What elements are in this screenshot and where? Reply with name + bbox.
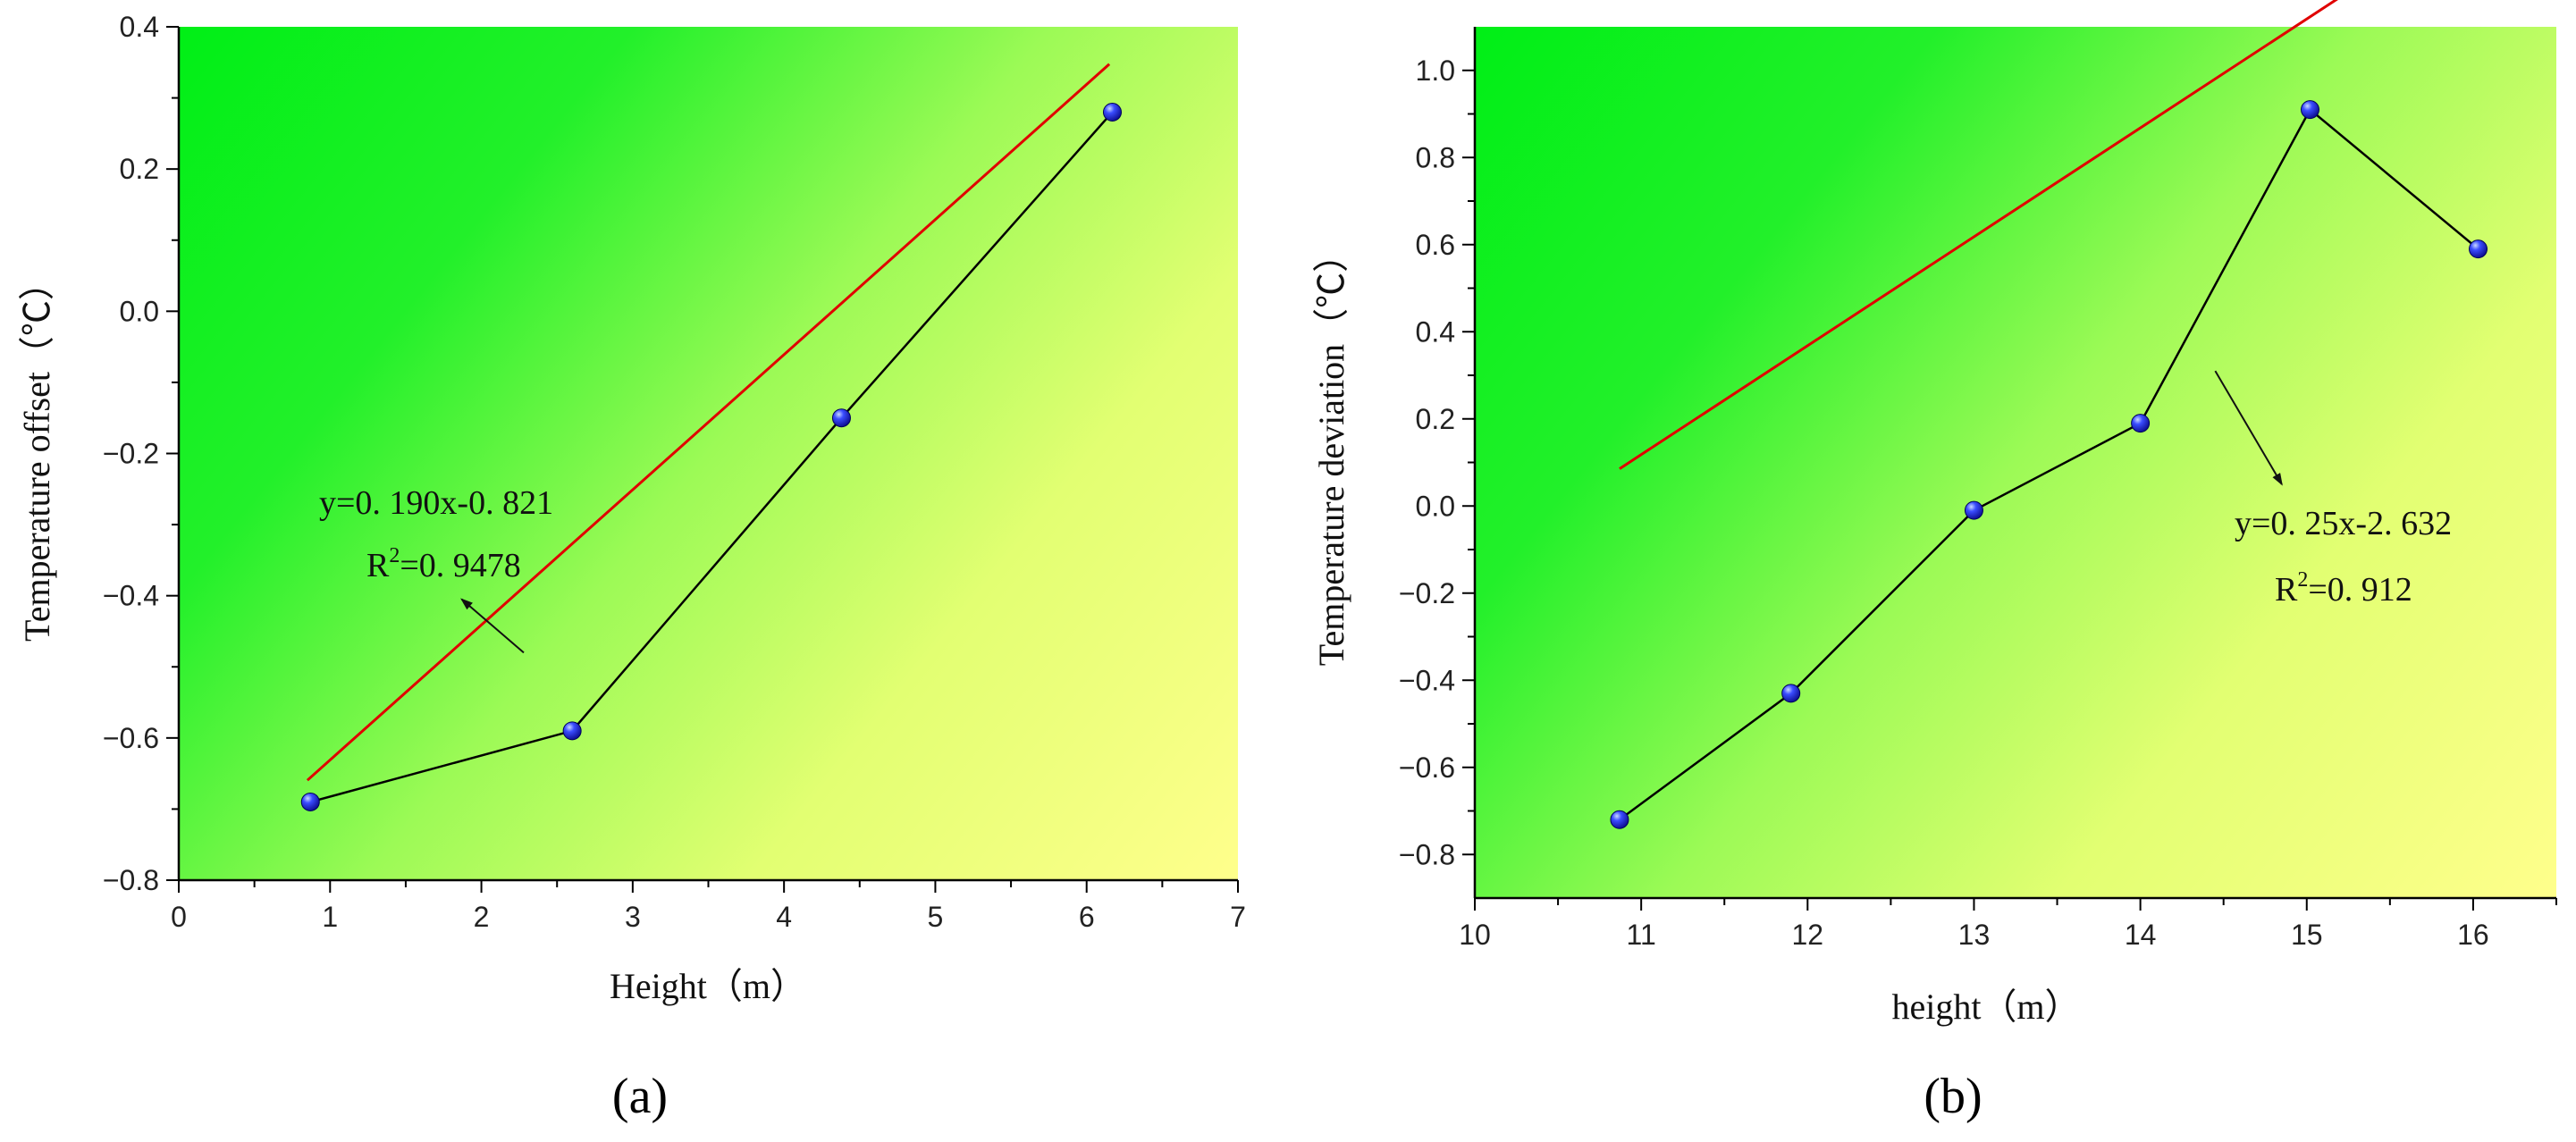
- x-tick-label: 3: [625, 901, 641, 933]
- series-line: [309, 111, 1114, 803]
- chart-panel-b: 10 11 12 13 14 15 16 −0.8 −0.6 −0.4 −0.2 0.0 0.2 0.4 0…: [1311, 0, 2557, 1124]
- r-squared-label: R2=0. 912: [2275, 568, 2412, 609]
- chart-panel-a: 0 1 2 3 4 5 6 7 −0.8 −0.6 −0.4 −0.2 0.0 0.2 0.4 y=0. 1…: [17, 11, 1246, 1124]
- data-point: [1102, 103, 1122, 122]
- data-points: [1610, 100, 2488, 829]
- x-tick-label: 14: [2125, 919, 2157, 951]
- x-tick-label: 0: [171, 901, 187, 933]
- fit-line: [306, 63, 1111, 782]
- r2-superscript: 2: [2297, 568, 2308, 592]
- x-axis-title: Height（m）: [610, 966, 806, 1006]
- y-tick-label: 0.4: [120, 11, 159, 43]
- y-tick-label: 0.8: [1416, 141, 1455, 173]
- r2-superscript: 2: [389, 544, 400, 567]
- data-points: [300, 103, 1122, 811]
- y-tick-label: 0.2: [120, 153, 159, 185]
- r2-value: =0. 912: [2308, 571, 2412, 609]
- x-tick-label: 12: [1792, 919, 1824, 951]
- x-tick-label: 15: [2291, 919, 2323, 951]
- x-tick-label: 11: [1627, 919, 1656, 951]
- y-tick-label: 0.4: [1416, 315, 1455, 348]
- data-point: [1964, 500, 1983, 520]
- x-tick-label: 7: [1230, 901, 1246, 933]
- x-tick-label: 6: [1079, 901, 1095, 933]
- data-point: [2469, 239, 2488, 259]
- y-tick-label: 0.2: [1416, 403, 1455, 435]
- axis-ticks: [1462, 69, 2557, 911]
- r2-value: =0. 9478: [400, 547, 520, 584]
- annotation-arrow: [2214, 370, 2283, 486]
- r-squared-label: R2=0. 9478: [366, 544, 521, 584]
- y-axis-title: Temperature deviation（℃）: [1311, 237, 1351, 666]
- y-tick-label: 1.0: [1416, 55, 1455, 87]
- y-tick-label: −0.8: [103, 864, 159, 896]
- axis-tick-labels: 0 1 2 3 4 5 6 7 −0.8 −0.6 −0.4 −0.2 0.0 0.2 0.4: [103, 11, 1246, 933]
- y-tick-label: −0.2: [1399, 577, 1455, 609]
- panel-label: (b): [1924, 1069, 1982, 1124]
- r2-prefix: R: [366, 547, 390, 584]
- annotation-arrow: [460, 598, 525, 654]
- y-tick-label: −0.6: [1399, 752, 1455, 784]
- x-tick-label: 2: [474, 901, 490, 933]
- series-line: [1619, 107, 2479, 821]
- y-tick-label: −0.8: [1399, 838, 1455, 870]
- r2-prefix: R: [2275, 571, 2298, 609]
- y-tick-label: −0.2: [103, 438, 159, 470]
- data-point: [1781, 684, 1801, 703]
- y-tick-label: 0.6: [1416, 229, 1455, 261]
- data-point: [831, 408, 851, 428]
- panel-label: (a): [612, 1069, 668, 1124]
- x-tick-label: 4: [776, 901, 792, 933]
- data-point: [2300, 100, 2319, 120]
- y-tick-label: −0.4: [1399, 664, 1455, 696]
- plot-background: [1475, 27, 2556, 898]
- x-tick-label: 10: [1459, 919, 1491, 951]
- equation-label: y=0. 25x-2. 632: [2235, 505, 2452, 542]
- axis-tick-labels: 10 11 12 13 14 15 16 −0.8 −0.6 −0.4 −0.2 0.0 0.2 0.4 0…: [1399, 55, 2489, 951]
- y-axis-title: Temperature offset（℃）: [17, 265, 57, 642]
- x-tick-label: 1: [322, 901, 338, 933]
- y-tick-label: 0.0: [1416, 490, 1455, 522]
- x-tick-label: 13: [1958, 919, 1991, 951]
- y-tick-label: 0.0: [120, 295, 159, 327]
- y-tick-label: −0.4: [103, 580, 159, 612]
- x-tick-label: 5: [928, 901, 944, 933]
- axis-ticks: [166, 26, 1239, 893]
- data-point: [300, 792, 320, 811]
- data-point: [562, 721, 582, 741]
- y-tick-label: −0.6: [103, 722, 159, 754]
- fit-line: [1619, 0, 2338, 470]
- data-point: [2131, 414, 2151, 433]
- x-axis-title: height（m）: [1891, 987, 2080, 1027]
- data-point: [1610, 810, 1629, 829]
- x-tick-label: 16: [2457, 919, 2489, 951]
- equation-label: y=0. 190x-0. 821: [319, 484, 553, 522]
